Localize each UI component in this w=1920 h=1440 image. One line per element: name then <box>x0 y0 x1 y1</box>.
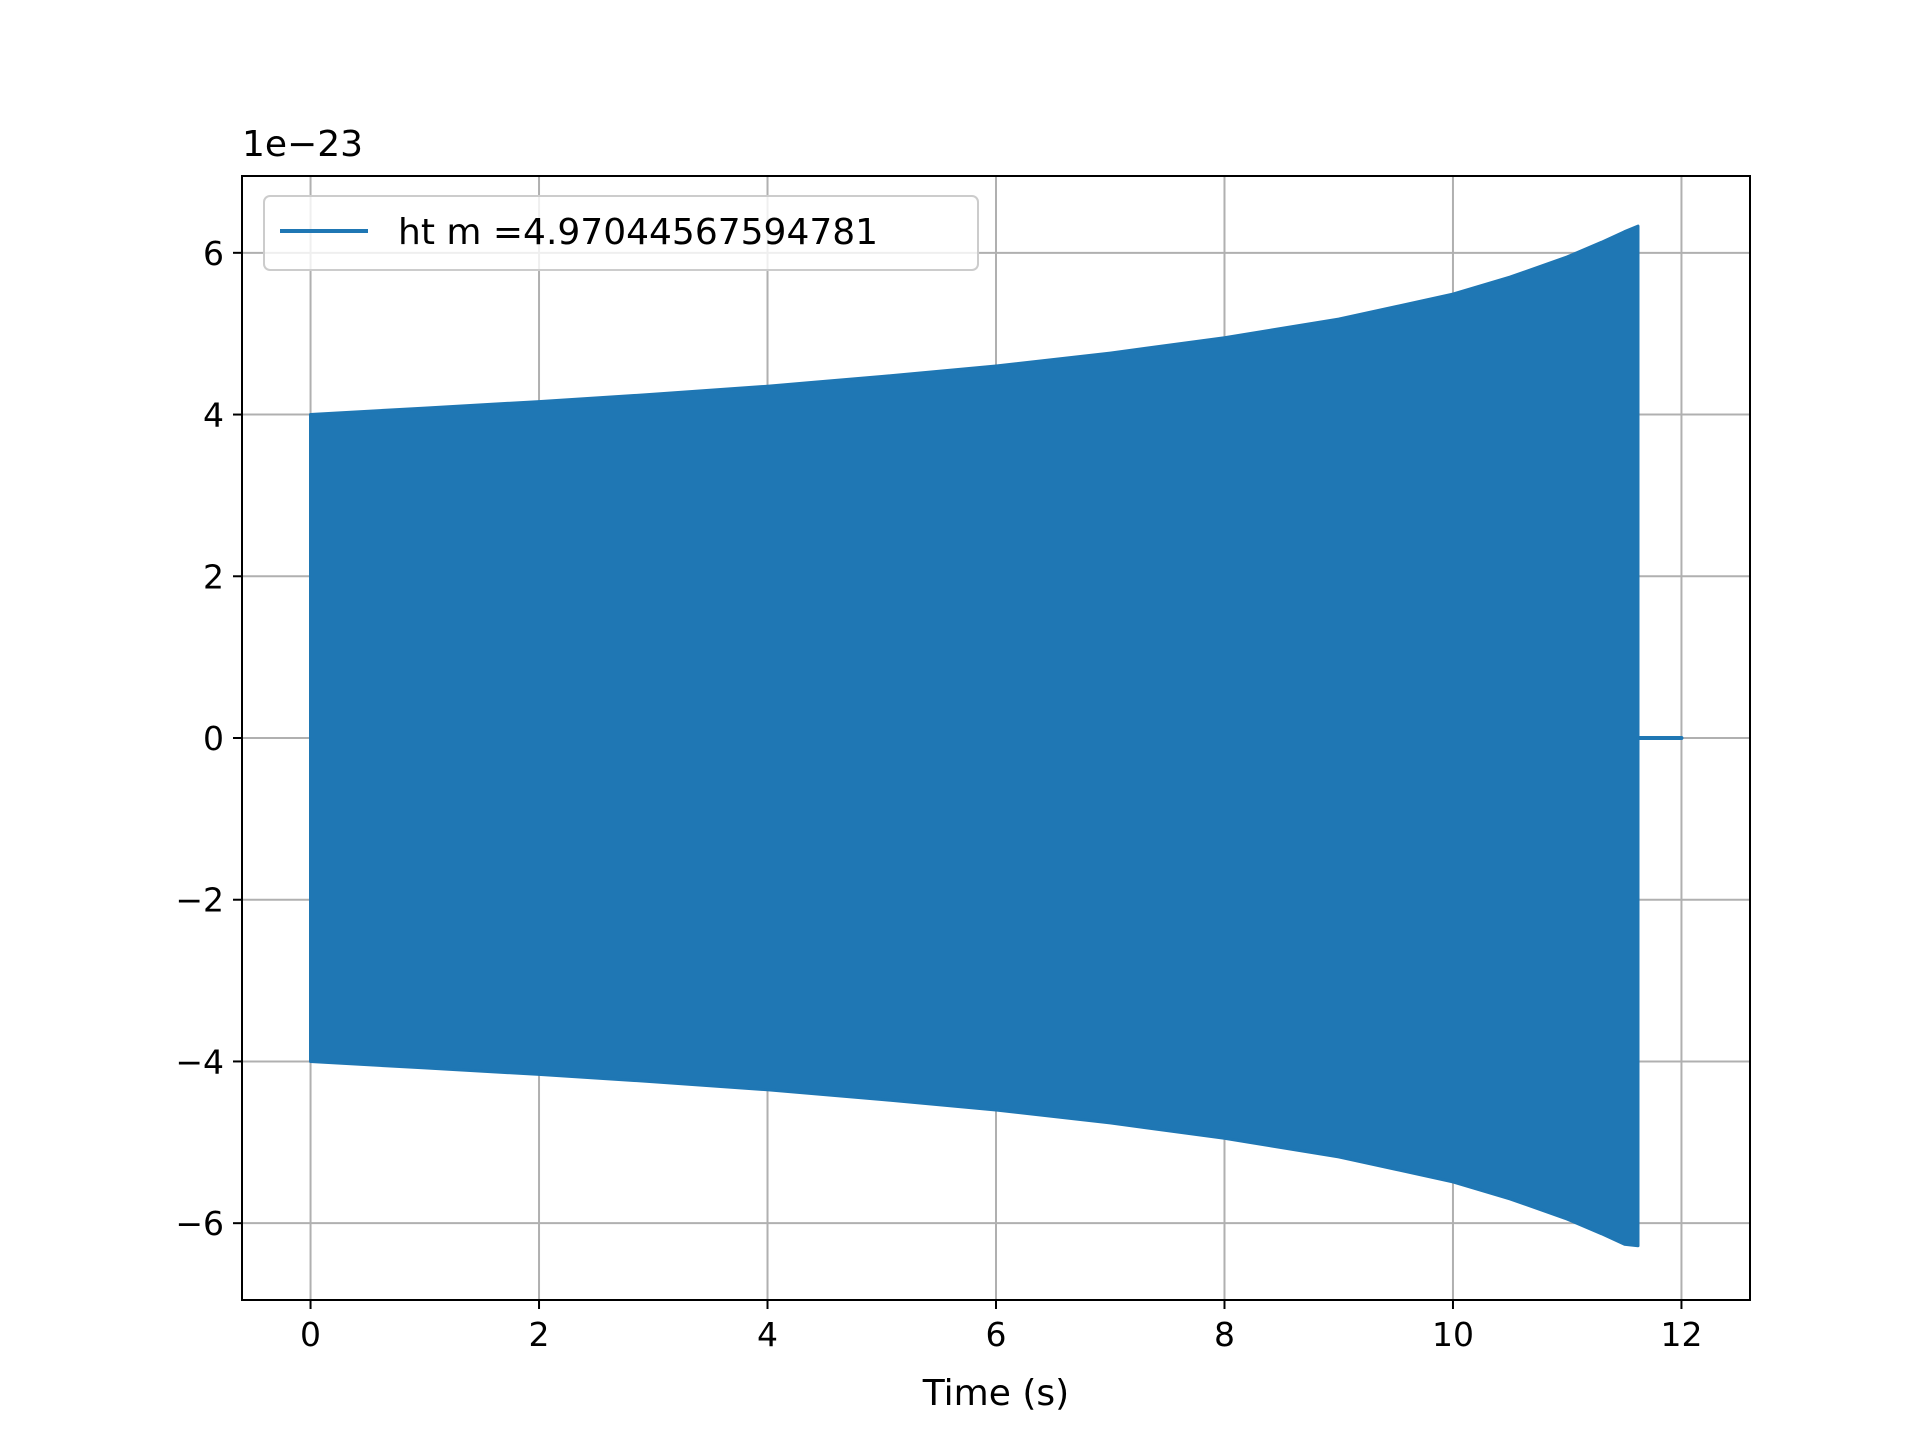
x-axis: 0 2 4 6 8 10 12 <box>300 1300 1702 1354</box>
y-tick-label: 0 <box>203 719 224 758</box>
legend-label: ht m =4.97044567594781 <box>398 212 878 253</box>
y-axis: −6 −4 −2 0 2 4 6 <box>175 234 242 1243</box>
y-tick-label: 4 <box>203 396 224 435</box>
y-tick-label: −4 <box>175 1042 224 1081</box>
y-tick-label: 6 <box>203 234 224 273</box>
series-layer <box>309 224 1684 1248</box>
x-tick-label: 6 <box>986 1315 1007 1354</box>
y-tick-label: 2 <box>203 557 224 596</box>
x-tick-label: 8 <box>1214 1315 1235 1354</box>
x-tick-label: 12 <box>1660 1315 1702 1354</box>
x-tick-label: 4 <box>757 1315 778 1354</box>
x-tick-label: 10 <box>1432 1315 1474 1354</box>
x-tick-label: 0 <box>300 1315 321 1354</box>
legend: ht m =4.97044567594781 <box>263 195 979 271</box>
x-tick-label: 2 <box>529 1315 550 1354</box>
series-waveform <box>309 224 1640 1248</box>
y-offset-label: 1e−23 <box>242 124 363 165</box>
y-tick-label: −2 <box>175 881 224 920</box>
legend-box <box>263 195 979 271</box>
y-tick-label: −6 <box>175 1204 224 1243</box>
x-axis-label: Time (s) <box>922 1373 1069 1414</box>
